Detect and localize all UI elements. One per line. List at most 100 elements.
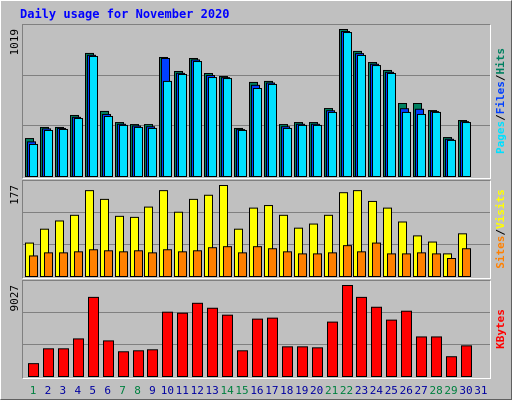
bar xyxy=(462,122,471,177)
legend-separator: / xyxy=(494,229,507,236)
bar xyxy=(386,319,397,377)
x-tick-label: 14 xyxy=(220,384,234,397)
x-tick-label: 1 xyxy=(30,384,37,397)
bar xyxy=(401,310,412,378)
bar xyxy=(134,250,143,278)
legend-entry: Hits xyxy=(494,48,507,75)
bar xyxy=(178,251,187,278)
x-tick-label: 10 xyxy=(161,384,174,397)
bar xyxy=(162,311,173,377)
x-tick-label: 27 xyxy=(415,384,428,397)
x-tick-label: 9 xyxy=(149,384,156,397)
bar xyxy=(237,350,248,377)
bar xyxy=(29,143,38,178)
bar xyxy=(267,317,278,377)
x-tick-label: 17 xyxy=(265,384,278,397)
x-tick-label: 8 xyxy=(134,384,141,397)
bar xyxy=(402,253,411,277)
bar xyxy=(446,356,457,378)
bar xyxy=(104,115,113,177)
bar xyxy=(192,302,203,378)
x-tick-label: 24 xyxy=(370,384,384,397)
x-tick-label: 28 xyxy=(429,384,442,397)
legend-entry: Files xyxy=(494,81,507,114)
legend-entry: KBytes xyxy=(494,309,507,349)
bar xyxy=(402,111,411,177)
bar xyxy=(148,252,157,277)
x-tick-label: 29 xyxy=(444,384,457,397)
bar xyxy=(283,127,292,178)
legend: Sites/Visits xyxy=(494,189,507,269)
bar xyxy=(74,118,83,177)
bar xyxy=(44,129,53,177)
legend-separator: / xyxy=(494,74,507,81)
x-tick-label: 18 xyxy=(280,384,293,397)
bar xyxy=(118,351,129,378)
bar xyxy=(43,348,54,378)
x-tick-label: 23 xyxy=(355,384,368,397)
bar xyxy=(238,252,247,277)
y-tick-label: 1019 xyxy=(8,29,21,56)
x-tick-label: 6 xyxy=(104,384,111,397)
bar xyxy=(268,248,277,278)
bar xyxy=(447,258,456,277)
bar xyxy=(89,55,98,177)
bar xyxy=(297,346,308,377)
bar xyxy=(432,111,441,177)
bar xyxy=(417,252,426,277)
bar xyxy=(432,253,441,277)
bar xyxy=(73,338,84,378)
legend: KBytes xyxy=(494,309,507,349)
bar xyxy=(357,54,366,177)
bar xyxy=(88,296,99,378)
bar xyxy=(178,74,187,177)
x-tick-label: 19 xyxy=(295,384,308,397)
x-tick-label: 13 xyxy=(206,384,219,397)
bar xyxy=(177,312,188,377)
bar xyxy=(372,65,381,177)
bar xyxy=(193,250,202,278)
bar xyxy=(356,296,367,378)
bar xyxy=(133,350,144,377)
x-tick-label: 2 xyxy=(45,384,52,397)
x-tick-label: 16 xyxy=(250,384,263,397)
x-tick-label: 21 xyxy=(325,384,338,397)
bar xyxy=(313,253,322,277)
x-tick-label: 3 xyxy=(60,384,67,397)
x-tick-label: 30 xyxy=(459,384,472,397)
bar xyxy=(298,253,307,277)
legend: Pages/Files/Hits xyxy=(494,48,507,154)
bar xyxy=(327,321,338,378)
bar xyxy=(44,252,53,277)
bar xyxy=(371,306,382,377)
bar xyxy=(58,348,69,378)
bar xyxy=(163,80,172,177)
bar xyxy=(222,314,233,377)
bar xyxy=(447,139,456,177)
x-tick-label: 5 xyxy=(89,384,96,397)
x-tick-label: 31 xyxy=(474,384,487,397)
bar xyxy=(298,124,307,178)
x-tick-label: 22 xyxy=(340,384,353,397)
bar xyxy=(74,251,83,278)
bar xyxy=(28,363,39,377)
bar xyxy=(343,32,352,178)
bar xyxy=(357,251,366,278)
bar xyxy=(282,346,293,377)
bar xyxy=(207,307,218,378)
bar xyxy=(29,255,38,277)
bar xyxy=(268,83,277,177)
bar xyxy=(148,127,157,178)
bar xyxy=(147,349,158,377)
bar xyxy=(417,113,426,177)
y-tick-label: 9027 xyxy=(8,285,21,312)
bar xyxy=(343,245,352,277)
bar xyxy=(59,252,68,277)
legend-entry: Sites xyxy=(494,236,507,269)
bar xyxy=(312,347,323,377)
bar xyxy=(431,336,442,377)
bar xyxy=(119,124,128,178)
bar xyxy=(372,242,381,278)
bar xyxy=(461,345,472,378)
